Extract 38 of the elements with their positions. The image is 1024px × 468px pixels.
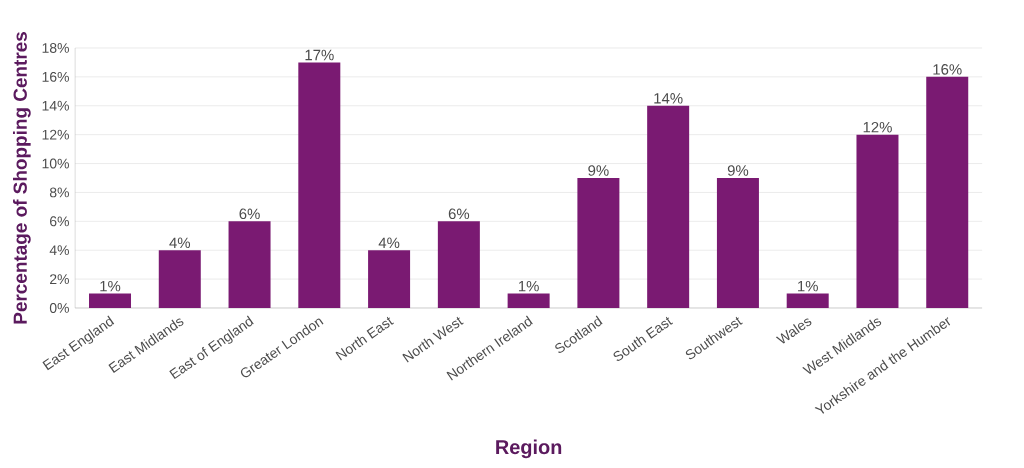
bar [437, 221, 480, 308]
y-tick-label: 4% [49, 245, 69, 256]
bar [577, 177, 620, 308]
bar [158, 250, 201, 308]
bar [856, 134, 899, 308]
data-label: 9% [727, 165, 749, 176]
y-axis-title: Percentage of Shopping Centres [12, 32, 31, 324]
data-label: 12% [863, 121, 892, 133]
data-label: 4% [378, 237, 400, 249]
data-label: 6% [239, 208, 260, 220]
y-tick-label: 8% [49, 187, 69, 198]
data-label: 16% [933, 64, 962, 75]
bar [228, 221, 271, 308]
data-label: 6% [448, 208, 470, 220]
bar [926, 76, 969, 308]
data-label: 4% [169, 237, 191, 249]
y-tick-label: 16% [42, 71, 69, 82]
y-tick-label: 18% [42, 43, 69, 53]
data-label: 1% [100, 280, 121, 292]
data-label: 1% [798, 280, 818, 292]
x-axis-title: Region [496, 439, 562, 459]
data-label: 17% [305, 49, 334, 61]
bar [647, 105, 690, 308]
y-tick-label: 14% [42, 100, 69, 111]
bar [507, 293, 550, 308]
data-label: 9% [588, 165, 609, 176]
data-label: 1% [518, 280, 539, 292]
y-tick-label: 6% [50, 216, 69, 227]
y-tick-label: 12% [42, 129, 69, 140]
bar [89, 293, 132, 308]
bar [716, 177, 759, 308]
y-tick-label: 2% [50, 274, 69, 284]
y-tick-label: 0% [49, 303, 69, 313]
data-label: 14% [654, 93, 683, 104]
bar [368, 250, 411, 308]
bar [298, 62, 341, 308]
y-tick-label: 10% [42, 158, 69, 169]
bar [786, 293, 829, 308]
